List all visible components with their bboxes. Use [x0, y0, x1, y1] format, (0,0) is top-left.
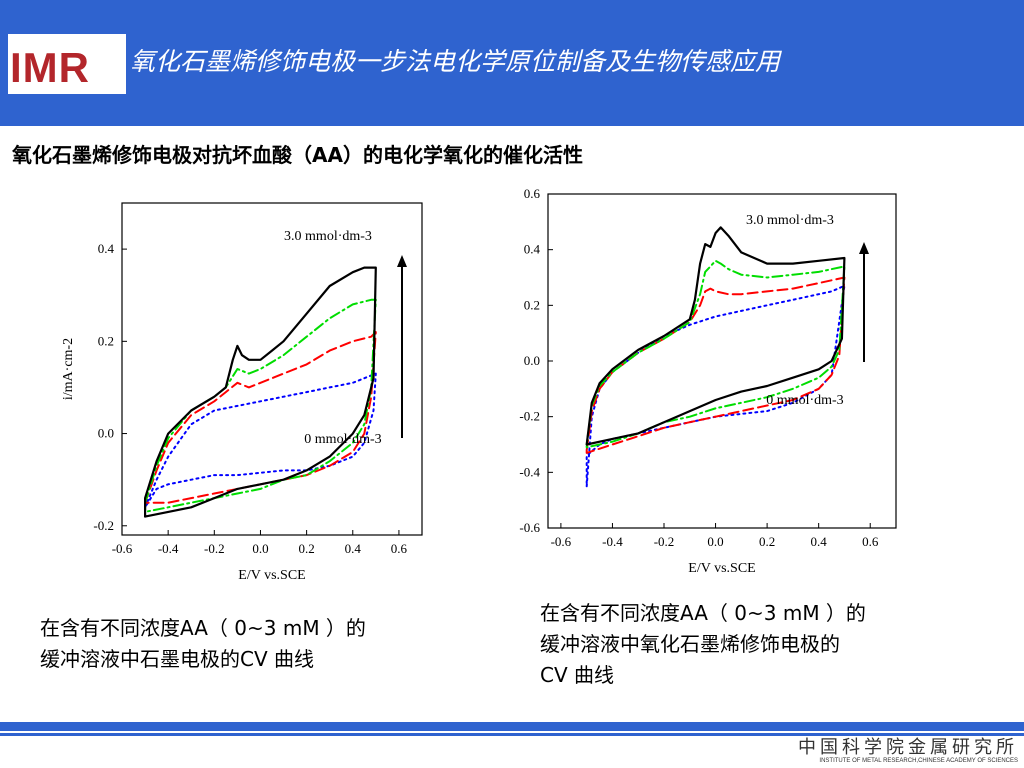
cv-curve-2 — [585, 259, 846, 449]
footer-bar — [0, 722, 1024, 731]
caption-right: 在含有不同浓度AA（ 0~3 mM ）的 缓冲溶液中氧化石墨烯修饰电极的 CV … — [540, 598, 866, 691]
y-tick-label: -0.2 — [519, 409, 540, 424]
x-axis-label: E/V vs.SCE — [688, 561, 755, 576]
cv-curve-2 — [144, 298, 377, 513]
cv-curve-3 — [585, 226, 846, 446]
x-tick-label: 0.2 — [298, 541, 314, 556]
x-tick-label: 0.2 — [759, 534, 775, 549]
x-tick-label: 0.6 — [862, 534, 879, 549]
cv-curve-0 — [144, 372, 377, 509]
x-tick-label: 0.4 — [811, 534, 828, 549]
y-tick-label: -0.2 — [93, 518, 114, 533]
annotation-low: 0 mmol·dm-3 — [766, 393, 843, 408]
y-tick-label: 0.0 — [524, 353, 540, 368]
chart-go-electrode: -0.6 -0.4 -0.2 0.0 0.2 0.4 0.6 -0.6 -0.4 -0.2 0.0 0… — [487, 182, 920, 606]
caption-right-line1: 在含有不同浓度AA（ 0~3 mM ）的 — [540, 601, 866, 625]
x-tick-label: -0.6 — [112, 541, 133, 556]
header-bar: IMR 氧化石墨烯修饰电极一步法电化学原位制备及生物传感应用 — [0, 0, 1024, 126]
slide-subtitle: 氧化石墨烯修饰电极对抗坏血酸（AA）的电化学氧化的催化活性 — [12, 143, 583, 167]
x-tick-label: 0.0 — [707, 534, 723, 549]
x-tick-label: 0.4 — [345, 541, 362, 556]
y-tick-label: 0.6 — [524, 186, 541, 201]
x-tick-label: 0.6 — [391, 541, 408, 556]
x-tick-label: -0.2 — [654, 534, 675, 549]
x-tick-label: -0.2 — [204, 541, 225, 556]
logo-text: IMR — [10, 44, 90, 91]
y-tick-label: 0.2 — [524, 297, 540, 312]
cv-curve-3 — [144, 266, 377, 518]
y-tick-label: 0.0 — [98, 426, 114, 441]
x-tick-label: 0.0 — [252, 541, 268, 556]
chart-graphite-electrode: -0.6 -0.4 -0.2 0.0 0.2 0.4 0.6 -0.2 0.0 0.2 0.4 E/V… — [40, 185, 460, 609]
cv-curve-0 — [585, 284, 846, 488]
cv-curve-1 — [144, 331, 377, 504]
chart-go-svg: -0.6 -0.4 -0.2 0.0 0.2 0.4 0.6 -0.6 -0.4 -0.2 0.0 0… — [487, 186, 897, 576]
arrow-head — [397, 255, 407, 267]
annotation-high: 3.0 mmol·dm-3 — [284, 229, 372, 244]
x-tick-label: -0.6 — [551, 534, 572, 549]
y-axis-label: i/mA·cm-2 — [61, 338, 76, 400]
y-tick-label: 0.4 — [98, 241, 115, 256]
institute-name-cn: 中国科学院金属研究所 — [798, 737, 1018, 758]
cas-logo: 中国科学院金属研究所 INSTITUTE OF METAL RESEARCH,C… — [778, 738, 1018, 766]
y-tick-label: -0.6 — [519, 520, 540, 535]
imr-logo: IMR — [8, 34, 126, 94]
cv-curve-1 — [585, 276, 846, 454]
y-tick-label: 0.4 — [524, 242, 541, 257]
y-tick-label: -0.4 — [519, 464, 540, 479]
annotation-low: 0 mmol·dm-3 — [304, 432, 381, 447]
caption-right-line3: CV 曲线 — [540, 663, 615, 687]
footer-bar-thin — [0, 733, 1024, 736]
caption-left: 在含有不同浓度AA（ 0~3 mM ）的 缓冲溶液中石墨电极的CV 曲线 — [40, 613, 366, 675]
institute-name-en: INSTITUTE OF METAL RESEARCH,CHINESE ACAD… — [819, 758, 1018, 764]
caption-left-line2: 缓冲溶液中石墨电极的CV 曲线 — [40, 647, 315, 671]
x-axis-label: E/V vs.SCE — [238, 568, 305, 583]
y-axis-label: i/mA·cm-2 — [500, 330, 502, 392]
x-tick-label: -0.4 — [602, 534, 623, 549]
plot-frame — [547, 193, 897, 529]
page-title: 氧化石墨烯修饰电极一步法电化学原位制备及生物传感应用 — [130, 47, 781, 76]
arrow-head — [859, 242, 869, 254]
caption-left-line1: 在含有不同浓度AA（ 0~3 mM ）的 — [40, 616, 366, 640]
caption-right-line2: 缓冲溶液中氧化石墨烯修饰电极的 — [540, 632, 840, 656]
x-tick-label: -0.4 — [158, 541, 179, 556]
y-tick-label: 0.2 — [98, 333, 114, 348]
annotation-high: 3.0 mmol·dm-3 — [746, 213, 834, 228]
chart-graphite-svg: -0.6 -0.4 -0.2 0.0 0.2 0.4 0.6 -0.2 0.0 0.2 0.4 E/V… — [61, 202, 423, 583]
plot-frame — [121, 202, 423, 536]
